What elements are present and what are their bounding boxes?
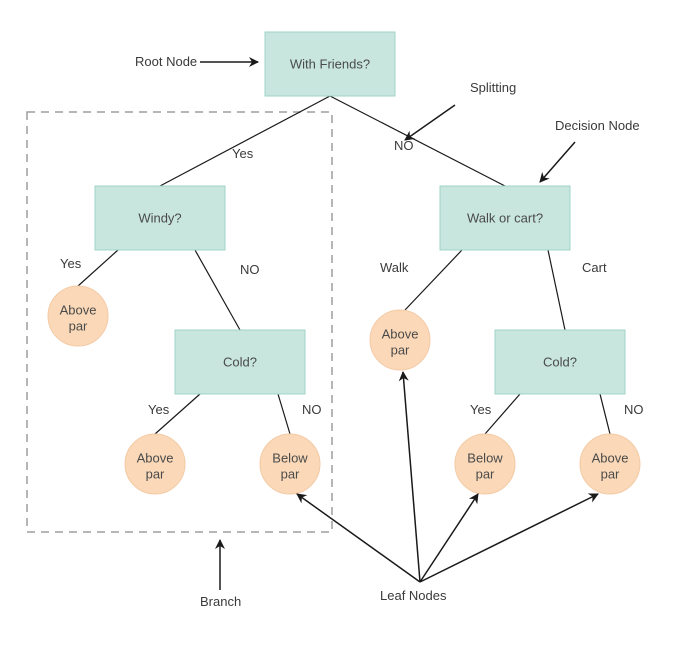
leaf-label-line2: par bbox=[476, 466, 495, 481]
decision-node-cold2: Cold? bbox=[495, 330, 625, 394]
leaf-label-line1: Above bbox=[592, 450, 629, 465]
edge-label: Cart bbox=[582, 260, 607, 275]
leaf-label-line1: Above bbox=[382, 326, 419, 341]
annotation-arrow bbox=[420, 494, 598, 582]
annotation-rootnode: Root Node bbox=[135, 54, 197, 69]
leaf-node-l5: Belowpar bbox=[455, 434, 515, 494]
decision-tree-diagram: Yes NO Yes NO Walk Cart Yes NO Yes NO With Friends… bbox=[0, 0, 680, 663]
tree-edge bbox=[278, 394, 290, 434]
edge-label: NO bbox=[624, 402, 644, 417]
leaf-label-line2: par bbox=[69, 318, 88, 333]
leaf-node-l3: Abovepar bbox=[125, 434, 185, 494]
annotation-arrow bbox=[405, 105, 455, 140]
leaf-label-line1: Above bbox=[137, 450, 174, 465]
decision-node-walkc: Walk or cart? bbox=[440, 186, 570, 250]
leaf-label-line2: par bbox=[601, 466, 620, 481]
leaf-node-l4: Belowpar bbox=[260, 434, 320, 494]
annotation-decnode: Decision Node bbox=[555, 118, 640, 133]
edge-label: NO bbox=[394, 138, 414, 153]
annotation-arrow bbox=[540, 142, 575, 182]
leaf-node-l6: Abovepar bbox=[580, 434, 640, 494]
tree-edge bbox=[405, 250, 462, 310]
decision-node-windy: Windy? bbox=[95, 186, 225, 250]
leaf-node-l2: Abovepar bbox=[370, 310, 430, 370]
tree-edge bbox=[548, 250, 565, 330]
edge-label: Yes bbox=[232, 146, 254, 161]
tree-edge bbox=[330, 96, 505, 186]
annotation-leaves: Leaf Nodes bbox=[380, 588, 447, 603]
edge-label: NO bbox=[302, 402, 322, 417]
leaf-label-line1: Below bbox=[467, 450, 503, 465]
decision-node-label: Walk or cart? bbox=[467, 210, 543, 225]
leaf-label-line1: Below bbox=[272, 450, 308, 465]
annotation-branch: Branch bbox=[200, 594, 241, 609]
tree-edge bbox=[195, 250, 240, 330]
decision-node-label: With Friends? bbox=[290, 56, 370, 71]
leaf-label-line2: par bbox=[391, 342, 410, 357]
decision-node-cold1: Cold? bbox=[175, 330, 305, 394]
annotation-arrow bbox=[420, 494, 478, 582]
leaf-label-line1: Above bbox=[60, 302, 97, 317]
edge-label: NO bbox=[240, 262, 260, 277]
tree-edge bbox=[78, 250, 118, 286]
edge-label: Yes bbox=[60, 256, 82, 271]
annotation-arrow bbox=[297, 494, 420, 582]
decision-node-label: Cold? bbox=[543, 354, 577, 369]
leaf-node-l1: Abovepar bbox=[48, 286, 108, 346]
edge-label: Yes bbox=[470, 402, 492, 417]
decision-node-label: Windy? bbox=[138, 210, 181, 225]
edge-label: Walk bbox=[380, 260, 409, 275]
tree-edge bbox=[600, 394, 610, 434]
tree-edge bbox=[160, 96, 330, 186]
annotation-arrow bbox=[403, 372, 420, 582]
decision-node-label: Cold? bbox=[223, 354, 257, 369]
annotation-splitting: Splitting bbox=[470, 80, 516, 95]
decision-node-root: With Friends? bbox=[265, 32, 395, 96]
leaf-label-line2: par bbox=[146, 466, 165, 481]
edge-label: Yes bbox=[148, 402, 170, 417]
leaf-label-line2: par bbox=[281, 466, 300, 481]
